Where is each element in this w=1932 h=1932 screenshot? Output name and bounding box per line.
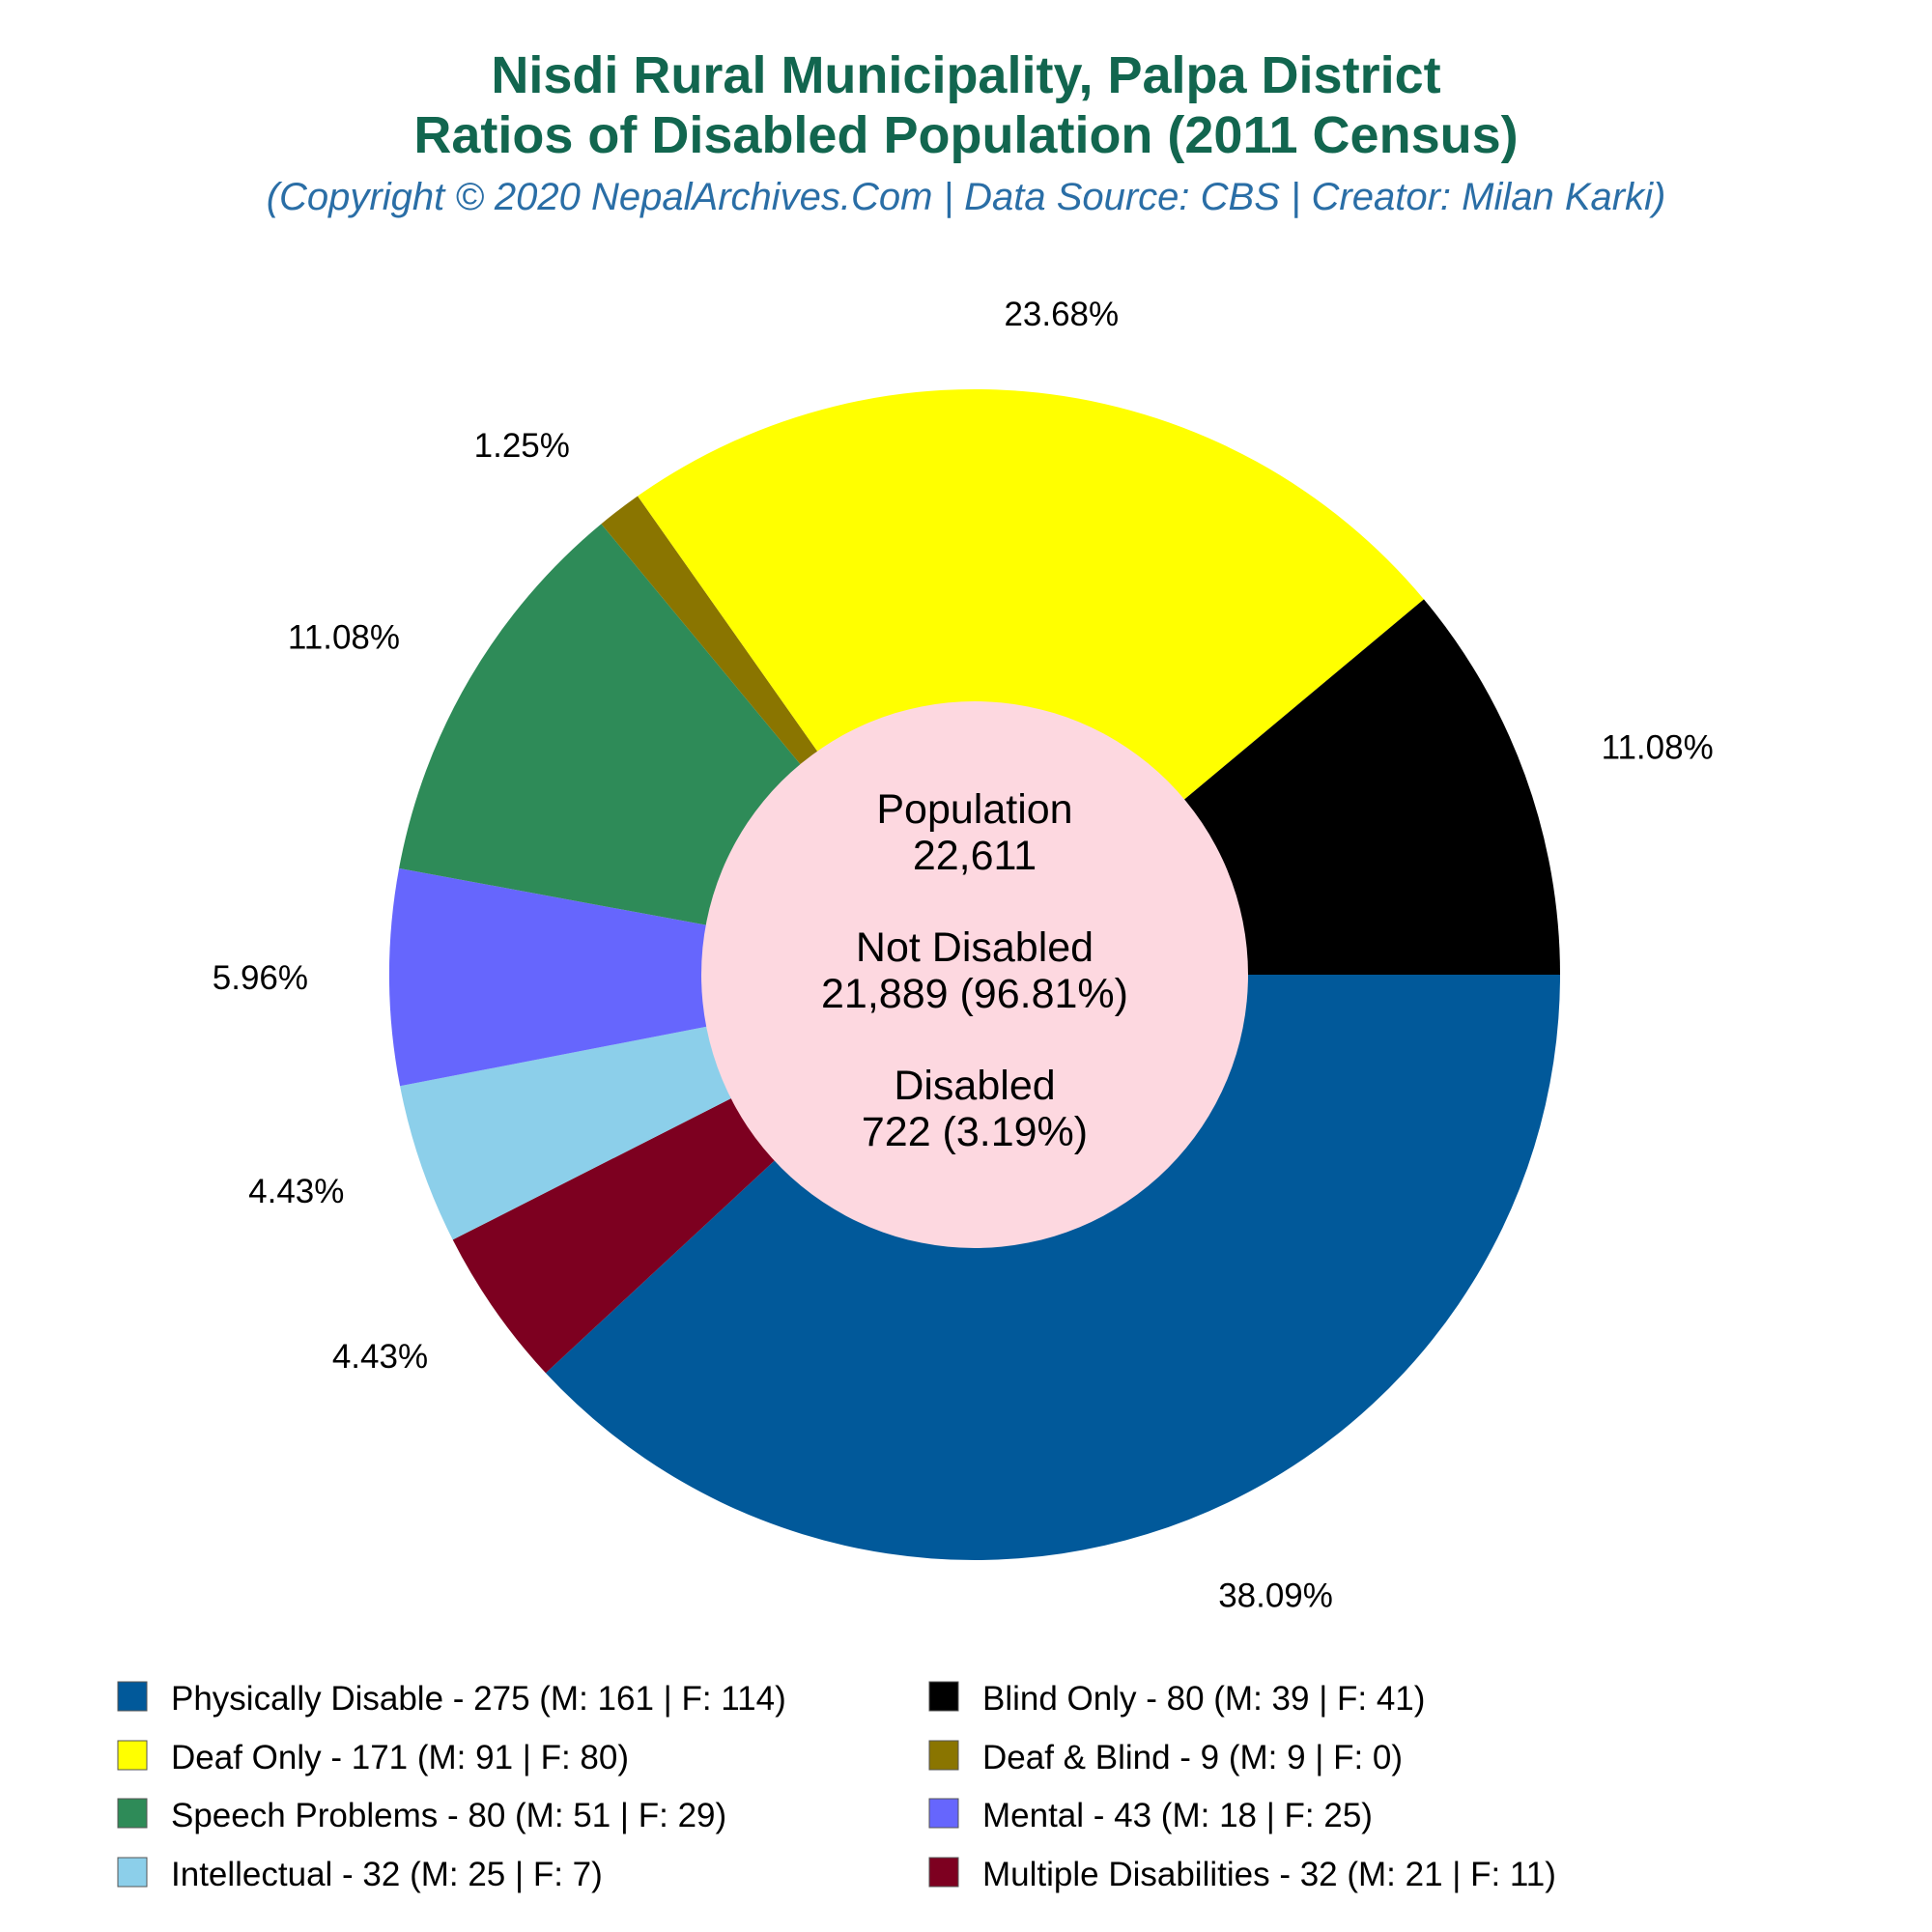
percent-label-deaf-and-blind: 1.25%	[474, 427, 570, 465]
legend-swatch-multiple-disabilities	[928, 1857, 959, 1888]
legend-label-mental: Mental - 43 (M: 18 | F: 25)	[982, 1797, 1373, 1834]
chart-subtitle: (Copyright © 2020 NepalArchives.Com | Da…	[267, 176, 1666, 218]
slice-deaf-only	[638, 388, 1424, 976]
legend-label-deaf-and-blind: Deaf & Blind - 9 (M: 9 | F: 0)	[982, 1739, 1403, 1776]
legend-item-deaf-only: Deaf Only - 171 (M: 91 | F: 80)	[117, 1739, 629, 1776]
legend: Physically Disable - 275 (M: 161 | F: 11…	[117, 1680, 1556, 1893]
percent-label-speech-problems: 11.08%	[288, 619, 400, 657]
legend-label-physically-disable: Physically Disable - 275 (M: 161 | F: 11…	[171, 1680, 786, 1718]
percent-label-mental: 5.96%	[213, 959, 308, 997]
center-not-disabled-label: Not Disabled	[856, 924, 1094, 971]
legend-label-blind-only: Blind Only - 80 (M: 39 | F: 41)	[982, 1680, 1425, 1718]
legend-item-multiple-disabilities: Multiple Disabilities - 32 (M: 21 | F: 1…	[928, 1856, 1556, 1893]
legend-label-multiple-disabilities: Multiple Disabilities - 32 (M: 21 | F: 1…	[982, 1856, 1556, 1893]
legend-swatch-blind-only	[928, 1681, 959, 1712]
legend-item-speech-problems: Speech Problems - 80 (M: 51 | F: 29)	[117, 1797, 726, 1834]
percent-label-physically-disable: 38.09%	[1218, 1577, 1333, 1614]
legend-swatch-deaf-only	[117, 1740, 148, 1771]
center-summary: Population 22,611 Not Disabled 21,889 (9…	[821, 786, 1128, 1155]
slice-mental	[388, 867, 975, 1087]
center-circle	[701, 701, 1248, 1248]
center-not-disabled-value: 21,889 (96.81%)	[821, 971, 1128, 1017]
chart-title: Nisdi Rural Municipality, Palpa District	[491, 46, 1440, 104]
chart-title-line-2: Ratios of Disabled Population (2011 Cens…	[413, 106, 1518, 164]
legend-swatch-mental	[928, 1798, 959, 1829]
percent-labels: 38.09% 4.43% 4.43% 5.96% 11.08% 1.25% 23.68% 11…	[213, 296, 1714, 1614]
legend-item-intellectual: Intellectual - 32 (M: 25 | F: 7)	[117, 1856, 603, 1893]
legend-item-blind-only: Blind Only - 80 (M: 39 | F: 41)	[928, 1680, 1425, 1718]
legend-swatch-deaf-and-blind	[928, 1740, 959, 1771]
percent-label-blind-only: 11.08%	[1602, 729, 1714, 767]
legend-item-deaf-and-blind: Deaf & Blind - 9 (M: 9 | F: 0)	[928, 1739, 1403, 1776]
legend-swatch-intellectual	[117, 1857, 148, 1888]
legend-label-deaf-only: Deaf Only - 171 (M: 91 | F: 80)	[171, 1739, 629, 1776]
legend-label-speech-problems: Speech Problems - 80 (M: 51 | F: 29)	[171, 1797, 726, 1834]
legend-item-physically-disable: Physically Disable - 275 (M: 161 | F: 11…	[117, 1680, 786, 1718]
center-population-value: 22,611	[913, 833, 1037, 879]
center-population-label: Population	[876, 786, 1072, 833]
center-disabled-value: 722 (3.19%)	[862, 1109, 1088, 1155]
percent-label-deaf-only: 23.68%	[1004, 296, 1119, 333]
legend-swatch-speech-problems	[117, 1798, 148, 1829]
center-disabled-label: Disabled	[894, 1063, 1055, 1109]
legend-swatch-physically-disable	[117, 1681, 148, 1712]
legend-item-mental: Mental - 43 (M: 18 | F: 25)	[928, 1797, 1373, 1834]
percent-label-intellectual: 4.43%	[248, 1173, 344, 1210]
percent-label-multiple-disabilities: 4.43%	[332, 1338, 428, 1376]
legend-label-intellectual: Intellectual - 32 (M: 25 | F: 7)	[171, 1856, 603, 1893]
slice-physically-disable	[545, 975, 1561, 1561]
